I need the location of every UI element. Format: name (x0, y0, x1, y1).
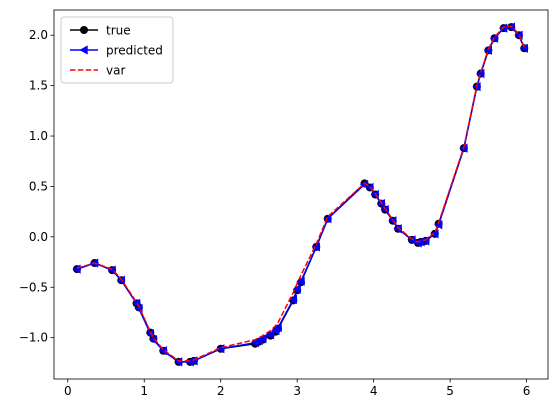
legend: true predicted var (60, 16, 174, 84)
data-point-predicted (359, 179, 369, 190)
series-var (76, 25, 525, 362)
legend-label: var (106, 64, 125, 78)
data-point-predicted (407, 235, 416, 245)
legend-item-true: true (70, 24, 131, 38)
legend-label: true (106, 24, 131, 38)
data-point-predicted (72, 264, 81, 274)
data-point-predicted (296, 276, 305, 286)
data-point-predicted (393, 224, 402, 234)
data-point-predicted (288, 294, 298, 304)
data-point-predicted (292, 284, 301, 294)
data-point-predicted (434, 220, 443, 230)
x-tick-label: 6 (523, 384, 531, 398)
data-point-predicted (216, 344, 225, 354)
data-point-predicted (107, 265, 116, 275)
y-tick-label: 0.0 (29, 230, 48, 244)
x-tick-label: 4 (370, 384, 378, 398)
data-point-predicted (506, 22, 515, 32)
x-tick-label: 3 (293, 384, 301, 398)
legend-marker (80, 26, 88, 34)
data-point-predicted (148, 335, 158, 345)
axis-layer: 0 1 2 3 4 5 6 −1.0 −0.5 0.0 0.5 1.0 1.5 2.0 (19, 28, 531, 398)
data-point-predicted (273, 322, 282, 333)
legend-item-var: var (70, 64, 125, 78)
data-point-predicted (265, 330, 275, 340)
y-tick-label: 1.0 (29, 129, 48, 143)
legend-label: predicted (106, 44, 163, 58)
data-point-predicted (380, 205, 389, 215)
x-tick-label: 2 (217, 384, 225, 398)
data-point-predicted (311, 242, 320, 252)
series-layer (72, 22, 529, 367)
data-point-predicted (483, 45, 493, 55)
x-tick-label: 1 (140, 384, 148, 398)
x-tick-label: 5 (446, 384, 454, 398)
plot-frame (53, 9, 549, 380)
y-tick-label: 0.5 (29, 179, 48, 193)
y-tick-label: 2.0 (29, 28, 48, 42)
y-tick-label: 1.5 (29, 79, 48, 93)
series-line-var (76, 25, 525, 362)
data-point-predicted (376, 198, 385, 209)
data-point-predicted (174, 357, 183, 367)
y-tick-label: −0.5 (19, 280, 48, 294)
legend-item-predicted: predicted (70, 44, 163, 58)
data-point-predicted (158, 346, 168, 356)
data-point-predicted (116, 275, 125, 285)
data-point-predicted (519, 43, 528, 53)
data-point-predicted (476, 68, 485, 79)
legend-marker (79, 45, 88, 55)
data-point-predicted (416, 237, 425, 247)
y-tick-label: −1.0 (19, 331, 48, 345)
data-point-predicted (258, 334, 267, 344)
legend-frame (60, 16, 174, 84)
x-tick-label: 0 (64, 384, 72, 398)
